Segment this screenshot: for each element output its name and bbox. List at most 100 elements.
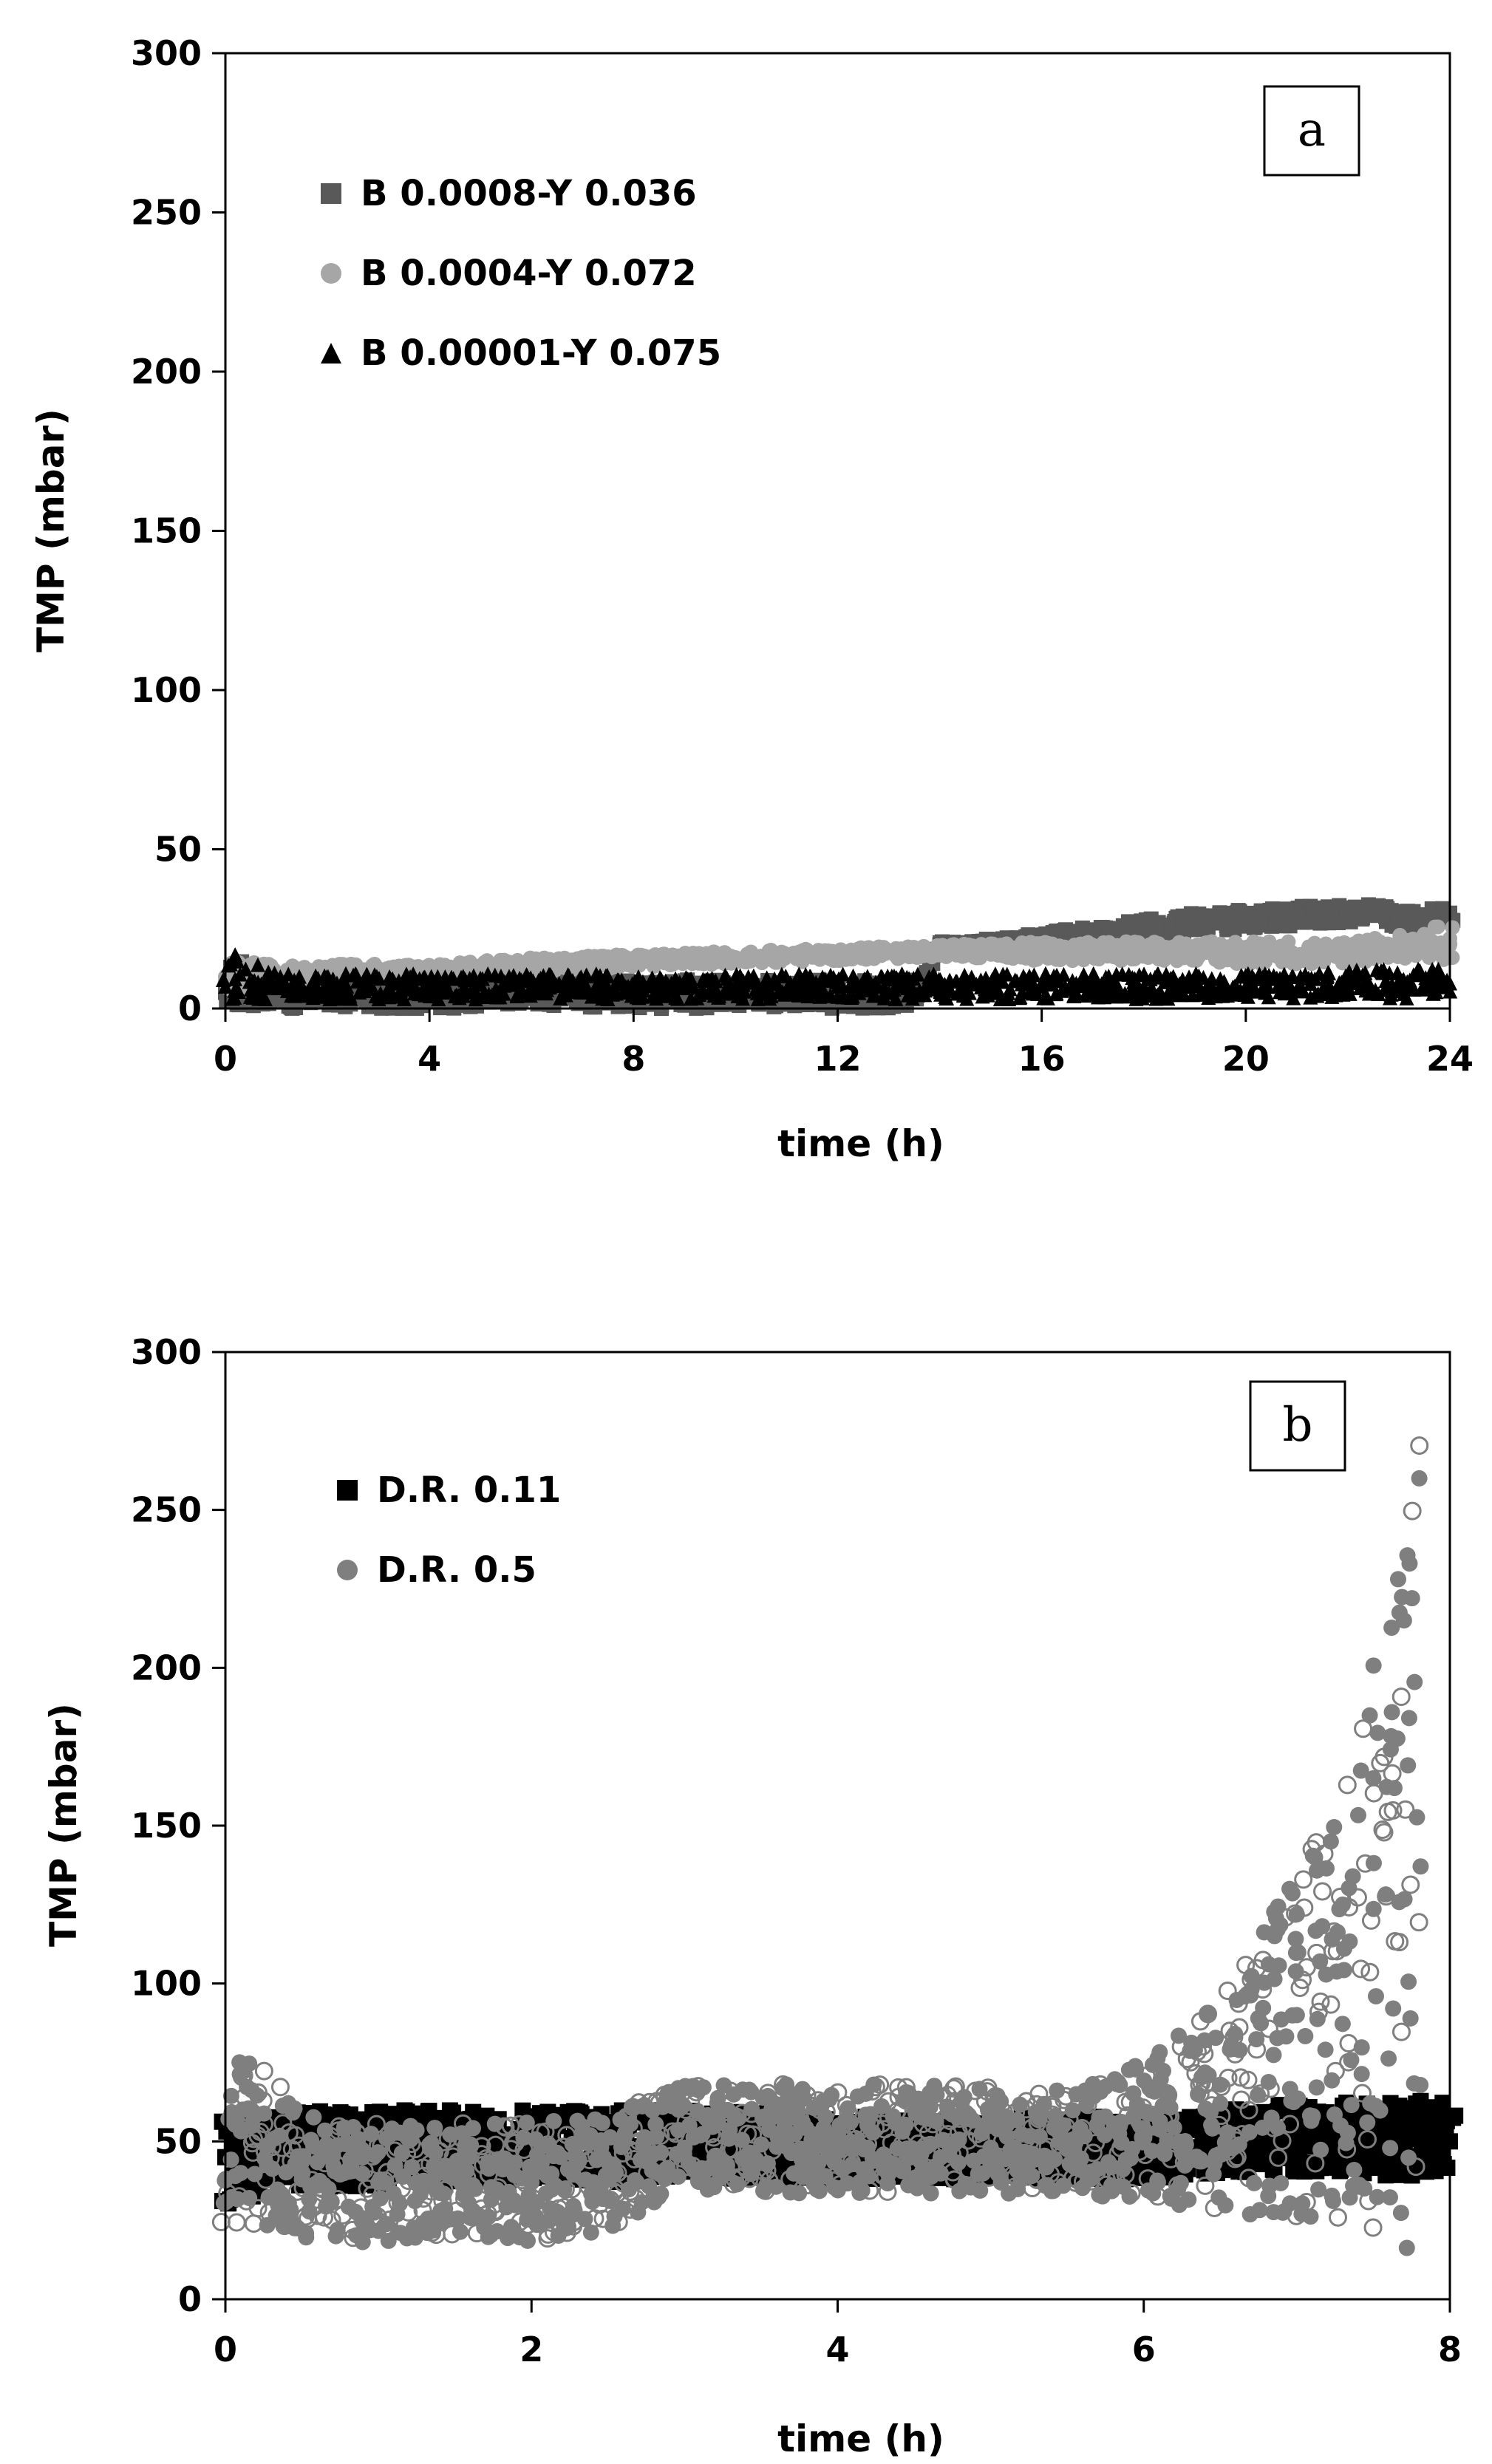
data-point-a-2-685 (1147, 969, 1162, 985)
data-point-a-2-839 (1358, 965, 1373, 980)
data-point-a-2-267 (578, 968, 593, 983)
legend-label-a-2: B 0.00001-Y 0.075 (361, 332, 721, 374)
panel-label-a: a (1298, 103, 1326, 157)
data-point-a-2-606 (1038, 966, 1053, 981)
legend-item-a-1: B 0.0004-Y 0.072 (321, 253, 697, 294)
plot-area-a (215, 897, 1461, 1016)
data-point-a-2-767 (1261, 989, 1276, 1005)
key-point-a-0-15 (1187, 915, 1202, 930)
data-point-a-2-812 (1321, 965, 1337, 980)
data-point-a-2-139 (403, 969, 418, 985)
data-point-a-2-310 (635, 974, 650, 989)
key-point-a-2-1 (222, 956, 238, 972)
data-point-a-2-405 (767, 971, 783, 986)
data-point-a-2-578 (999, 989, 1015, 1005)
key-point-a-1-13 (1391, 941, 1406, 956)
key-point-a-2-3 (320, 978, 335, 994)
key-point-a-2-9 (932, 978, 947, 994)
data-point-a-2-13 (238, 961, 253, 977)
data-point-a-2-94 (343, 991, 358, 1006)
data-point-a-1-898 (1445, 950, 1460, 966)
key-point-a-1-7 (830, 946, 845, 962)
data-point-b-1-304 (458, 2162, 475, 2179)
data-point-a-2-814 (1324, 989, 1340, 1004)
x-tick-label-a-4: 16 (1018, 1039, 1066, 1079)
data-point-a-1-801 (1304, 956, 1319, 972)
data-point-a-2-52 (284, 988, 299, 1003)
legend-item-a-0: B 0.0008-Y 0.036 (321, 173, 697, 214)
data-point-a-2-892 (1431, 961, 1446, 977)
plot-area-b (211, 1436, 1464, 2256)
data-point-a-2-344 (686, 979, 701, 994)
data-point-a-2-99 (349, 967, 364, 983)
data-point-b-1-66 (264, 2160, 281, 2177)
key-point-a-0-17 (1289, 909, 1304, 924)
x-axis-title-a: time (h) (777, 1122, 944, 1165)
key-point-a-2-2 (269, 978, 285, 994)
key-point-a-2-10 (1034, 978, 1049, 994)
data-point-a-2-548 (961, 985, 977, 1000)
data-point-a-2-757 (1245, 983, 1261, 999)
data-point-a-2-23 (250, 957, 265, 972)
data-point-a-2-718 (1191, 969, 1207, 985)
data-point-a-2-575 (999, 966, 1015, 982)
data-point-a-2-169 (443, 969, 459, 985)
data-point-b-1-1 (211, 2213, 231, 2232)
data-point-b-1-406 (545, 2112, 562, 2129)
data-point-a-2-133 (393, 989, 409, 1004)
legend-label-a-0: B 0.0008-Y 0.036 (361, 173, 697, 214)
data-point-b-1-30 (241, 2055, 258, 2072)
key-point-a-1-10 (1136, 943, 1151, 959)
data-point-a-2-56 (292, 969, 307, 984)
data-point-a-2-308 (635, 989, 650, 1004)
data-point-b-1-315 (465, 2120, 482, 2137)
data-point-a-2-870 (1399, 990, 1414, 1006)
data-point-a-2-511 (910, 966, 925, 982)
data-point-a-2-840 (1358, 974, 1373, 989)
data-point-a-2-595 (1026, 967, 1042, 983)
y-tick-label-a-6: 300 (131, 33, 202, 73)
key-point-a-2-8 (830, 978, 845, 994)
data-point-a-2-215 (505, 977, 520, 992)
key-point-a-2-6 (626, 978, 641, 994)
key-point-a-1-5 (626, 953, 641, 969)
data-point-a-2-189 (473, 970, 488, 986)
data-point-b-1-602 (695, 2079, 712, 2096)
data-point-b-1-49 (254, 2061, 273, 2081)
x-tick-label-a-3: 12 (814, 1039, 861, 1079)
data-point-a-2-403 (763, 988, 779, 1003)
data-point-b-1-381 (519, 2232, 536, 2249)
data-point-a-2-479 (865, 978, 881, 994)
data-point-a-2-173 (447, 988, 463, 1003)
key-point-a-1-8 (932, 943, 947, 959)
data-point-a-2-891 (1425, 986, 1441, 1001)
panel-label-box-a (1263, 85, 1360, 177)
x-axis-a: 0 4 8 12 16 20 24 (214, 1009, 1474, 1079)
data-point-a-2-385 (737, 983, 752, 999)
data-point-a-1-661 (1114, 953, 1129, 969)
key-point-a-1-12 (1340, 943, 1355, 959)
x-tick-label-a-5: 20 (1222, 1039, 1270, 1079)
data-point-a-1-886 (1430, 919, 1445, 935)
data-point-a-2-207 (496, 986, 511, 1001)
key-point-a-2-4 (422, 978, 437, 994)
legend-label-a-1: B 0.0004-Y 0.072 (361, 253, 697, 294)
data-point-a-2-691 (1153, 984, 1168, 1000)
data-point-b-1-107 (298, 2229, 315, 2246)
series-a-1 (217, 919, 1460, 996)
data-point-a-2-597 (1028, 983, 1043, 998)
x-tick-label-a-1: 4 (418, 1039, 441, 1079)
x-tick-label-a-2: 8 (621, 1039, 645, 1079)
data-point-a-2-671 (1128, 976, 1143, 992)
data-point-b-1-581 (675, 2097, 692, 2114)
data-point-a-2-453 (831, 971, 847, 986)
data-point-a-2-448 (822, 987, 838, 1003)
data-point-a-2-496 (888, 991, 904, 1006)
data-point-a-2-845 (1371, 986, 1386, 1002)
data-point-b-1-37 (241, 2189, 258, 2206)
key-point-a-0-16 (1238, 912, 1253, 927)
